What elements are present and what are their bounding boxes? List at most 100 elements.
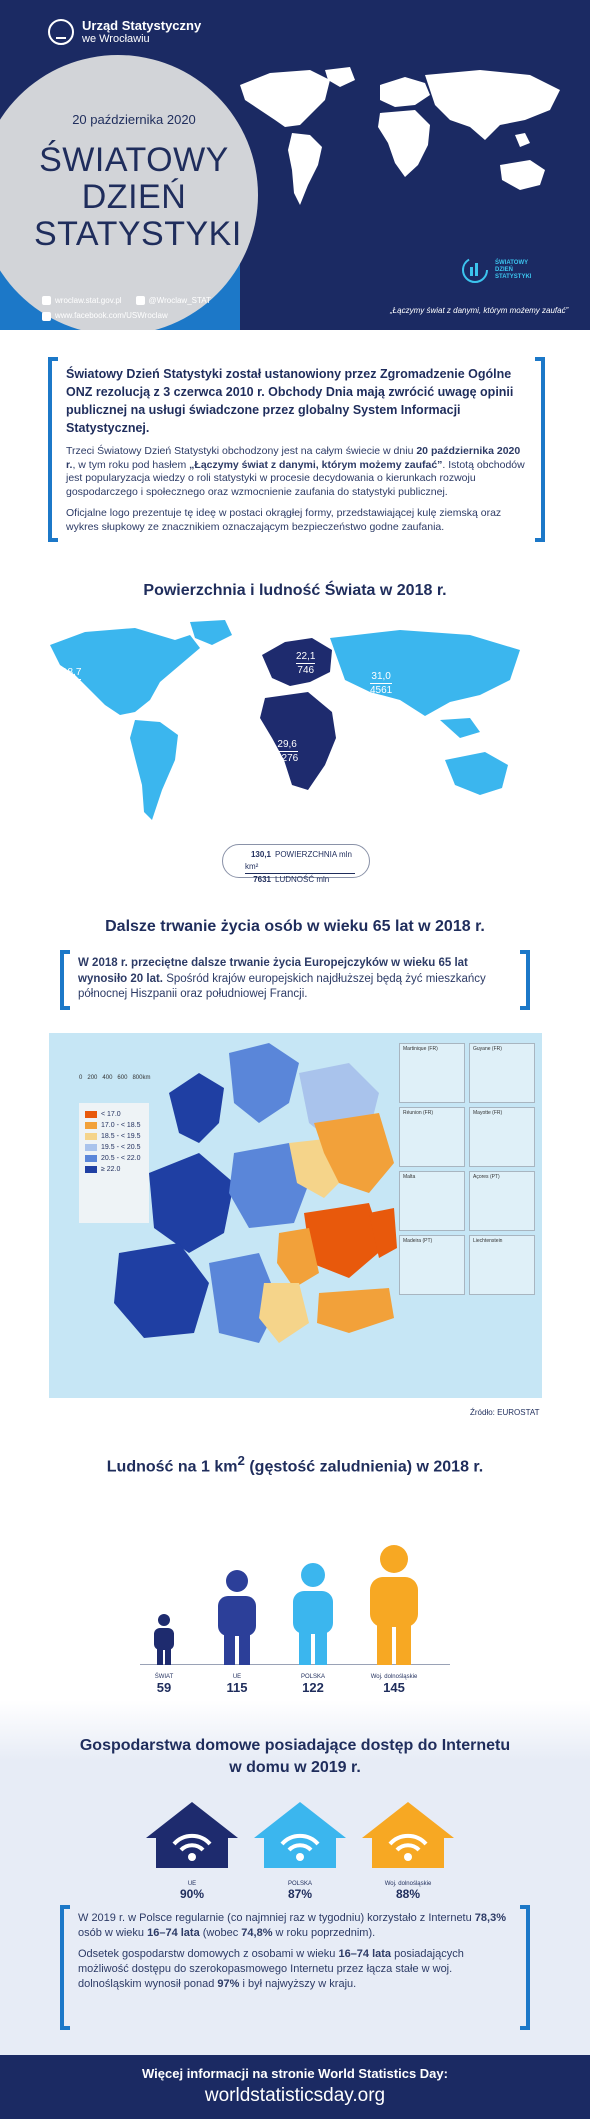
org-logo-icon	[48, 19, 74, 45]
map-islands	[440, 718, 480, 738]
title-line3: STATYSTYKI	[34, 215, 242, 253]
wsd-logo-line3: STATYSTYKI	[495, 273, 532, 280]
legend-label: 17.0 - < 18.5	[101, 1122, 141, 1129]
density-value: 115	[226, 1680, 248, 1695]
asia-area: 31,0	[370, 671, 393, 684]
text: posiadających możliwość dostępu do szero…	[78, 1948, 464, 1990]
person-eu	[215, 1569, 259, 1665]
inset-guyane: Guyane (FR)	[469, 1043, 535, 1103]
legend-row: 18.5 - < 19.5	[85, 1131, 143, 1142]
legend-row: 20.5 - < 22.0	[85, 1153, 143, 1164]
wsd-logo-icon	[462, 257, 488, 283]
house-wifi-icon	[146, 1802, 238, 1868]
legend-total-area: 130,1	[250, 850, 271, 859]
density-name: Woj. dolnośląskie	[370, 1674, 418, 1680]
internet-value: 90%	[179, 1887, 205, 1901]
person-dolnoslaskie	[367, 1545, 421, 1665]
density-title-b: (gęstość zaludnienia) w 2018 r.	[244, 1458, 484, 1476]
density-label-poland: POLSKA 122	[278, 1674, 348, 1695]
globe-icon	[42, 296, 51, 306]
intro-paragraph-1: Trzeci Światowy Dzień Statystyki obchodz…	[66, 445, 527, 499]
south-america-pop: 642	[85, 767, 103, 778]
internet-paragraph-1: W 2019 r. w Polsce regularnie (co najmni…	[78, 1911, 512, 1941]
density-name: UE	[232, 1674, 242, 1680]
density-section-title: Ludność na 1 km2 (gęstość zaludnienia) w…	[0, 1453, 590, 1476]
europe-map-shapes	[114, 1043, 397, 1343]
event-date: 20 października 2020	[72, 112, 196, 127]
inset-label: Martinique (FR)	[403, 1046, 438, 1052]
legend-label: 18.5 - < 19.5	[101, 1133, 141, 1140]
person-poland	[290, 1563, 336, 1665]
internet-name: UE	[187, 1881, 197, 1887]
bracket-left	[60, 1905, 70, 2030]
facebook-icon	[42, 311, 51, 321]
internet-value: 88%	[395, 1887, 421, 1901]
world-statistics-day-logo: ŚWIATOWY DZIEŃ STATYSTYKI	[460, 255, 531, 285]
text-bold: 97%	[217, 1978, 240, 1990]
bracket-right	[520, 950, 530, 1010]
scale-label-400: 400	[102, 1075, 113, 1081]
web-link[interactable]: wroclaw.stat.gov.pl	[42, 296, 122, 306]
footer-link[interactable]: worldstatisticsday.org	[204, 2085, 386, 2106]
bracket-right	[535, 357, 545, 542]
legend-swatch	[85, 1110, 97, 1118]
internet-houses: UE 90% POLSKA 87% Woj. dolnośląskie 88%	[140, 1800, 460, 1910]
density-name: POLSKA	[300, 1674, 325, 1680]
house-wifi-icon	[362, 1802, 454, 1868]
person-world	[152, 1613, 176, 1665]
legend-row: 17.0 - < 18.5	[85, 1120, 143, 1131]
legend-row: < 17.0	[85, 1109, 143, 1120]
inset-label: Malta	[403, 1174, 416, 1180]
scale-label-800: 800km	[132, 1075, 151, 1081]
facebook-link[interactable]: www.facebook.com/USWroclaw	[42, 311, 168, 321]
intro-lead: Światowy Dzień Statystyki został ustanow…	[66, 367, 514, 435]
text-bold: 74,8%	[241, 1927, 273, 1939]
map-africa	[260, 692, 336, 790]
legend-area-label: POWIERZCHNIA mln km²	[245, 850, 352, 871]
intro-p1-slogan: „Łączymy świat z danymi, którym możemy z…	[189, 458, 443, 471]
legend-label: ≥ 22.0	[101, 1166, 121, 1173]
inset-azores: Açores (PT)	[469, 1171, 535, 1231]
life-text-box: W 2018 r. przeciętne dalsze trwanie życi…	[60, 950, 530, 1010]
header-banner: Urząd Statystyczny we Wrocławiu 20 paźdz…	[0, 0, 590, 330]
internet-value: 87%	[287, 1887, 313, 1901]
legend-label: 20.5 - < 22.0	[101, 1155, 141, 1162]
legend-swatch	[85, 1165, 97, 1173]
europe-life-map: 0 200 400 600 800km < 17.0 17.0 - < 18.5…	[49, 1033, 542, 1398]
density-value: 145	[383, 1680, 405, 1695]
legend-pop-label: LUDNOŚĆ mln	[275, 875, 330, 884]
life-section-title: Dalsze trwanie życia osób w wieku 65 lat…	[105, 918, 485, 935]
title-line2: DZIEŃ	[81, 178, 187, 216]
twitter-icon	[135, 296, 145, 306]
text: osób w wieku	[78, 1927, 148, 1939]
header-slogan: „Łączymy świat z danymi, którym możemy z…	[390, 306, 569, 315]
region-south-america: 20,1 642	[84, 752, 104, 779]
life-text-rest: Spośród krajów europejskich najdłuższej …	[78, 972, 486, 1001]
life-text-bold: W 2018 r. przeciętne dalsze trwanie życi…	[78, 957, 468, 985]
world-population-map	[50, 620, 520, 820]
footer: Więcej informacji na stronie World Stati…	[0, 2055, 590, 2119]
inset-label: Liechtenstein	[473, 1238, 503, 1244]
legend-row: ≥ 22.0	[85, 1164, 143, 1175]
life-text: W 2018 r. przeciętne dalsze trwanie życi…	[78, 956, 512, 1003]
map-scale: 0 200 400 600 800km	[79, 1075, 150, 1081]
inset-reunion: Réunion (FR)	[399, 1107, 465, 1167]
text: (wobec	[199, 1927, 242, 1939]
bracket-left	[48, 357, 58, 542]
region-asia: 31,0 4561	[370, 670, 393, 697]
region-africa: 29,6 1276	[276, 738, 299, 765]
map-insets: Martinique (FR) Guyane (FR) Réunion (FR)…	[399, 1043, 537, 1383]
footer-line1: Więcej informacji na stronie World Stati…	[142, 2066, 448, 2081]
wsd-logo-line2: DZIEŃ	[495, 266, 513, 273]
density-title-sup: 2	[237, 1453, 245, 1468]
inset-label: Madeira (PT)	[403, 1238, 433, 1244]
text: w roku poprzednim).	[272, 1927, 376, 1939]
person-icon	[293, 1563, 333, 1665]
intro-p1-date: 20 października 2020 r.	[66, 445, 521, 471]
org-logo[interactable]: Urząd Statystyczny we Wrocławiu	[48, 18, 201, 46]
twitter-link[interactable]: @Wroclaw_STAT	[135, 296, 211, 306]
legend-swatch	[85, 1121, 97, 1129]
scale-label-0: 0	[79, 1075, 83, 1081]
internet-title-line1: Gospodarstwa domowe posiadające dostęp d…	[79, 1737, 511, 1754]
